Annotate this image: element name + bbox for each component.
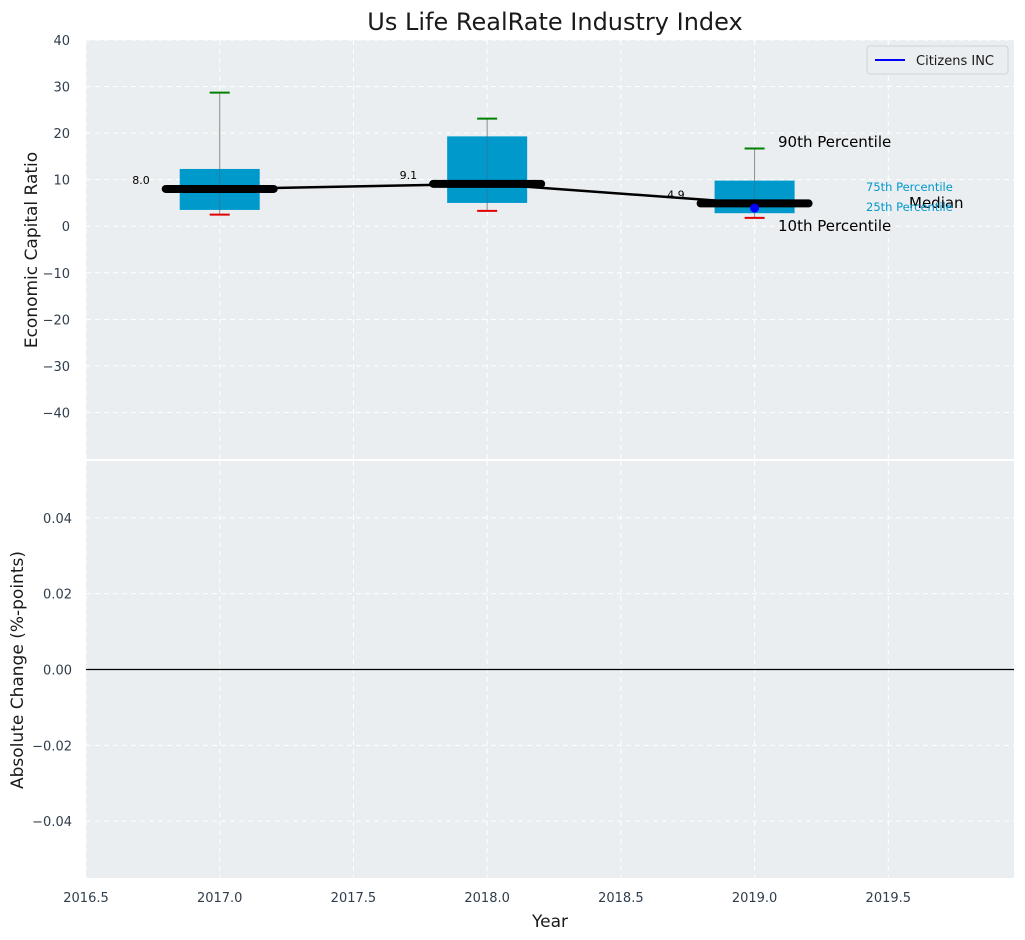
top-y-tick-label: 40 [53,34,70,49]
top-y-tick-label: −10 [43,267,70,282]
top-y-tick-label: −40 [43,406,70,421]
top-y-ticks: 40 30 20 10 0 −10 −20 −30 −40 [43,34,70,421]
percentile-annotations: 90th Percentile 75th Percentile Median 2… [778,133,964,235]
bottom-y-ticks: 0.04 0.02 0.00 −0.02 −0.04 [32,512,72,830]
bottom-panel: 0.04 0.02 0.00 −0.02 −0.04 Absolute Change (… [8,461,1014,878]
x-tick-label: 2017.5 [331,891,377,906]
company-point-2019 [750,203,760,213]
top-y-tick-label: −30 [43,360,70,375]
x-tick-label: 2017.0 [197,891,243,906]
bottom-y-tick-label: −0.04 [32,815,72,830]
x-tick-label: 2019.0 [732,891,778,906]
top-panel: 40 30 20 10 0 −10 −20 −30 −40 8.0 9.1 4.9 90th Per… [22,34,1014,459]
x-tick-label: 2018.0 [464,891,510,906]
bottom-y-tick-label: −0.02 [32,739,72,754]
annotation-median: Median [909,194,964,212]
median-label-2017: 8.0 [132,174,150,187]
annotation-10th-percentile: 10th Percentile [778,217,891,235]
legend-box [866,45,1009,75]
top-y-axis-label: Economic Capital Ratio [22,152,42,348]
x-axis-label: Year [531,912,568,932]
box-series: 8.0 9.1 4.9 [132,91,813,219]
bottom-y-tick-label: 0.04 [43,512,72,527]
legend-label-citizens-inc: Citizens INC [916,54,994,69]
top-panel-background [86,40,1014,459]
x-tick-label: 2016.5 [63,891,109,906]
legend: Citizens INC [866,45,1009,75]
chart-title: Us Life RealRate Industry Index [367,8,742,36]
annotation-90th-percentile: 90th Percentile [778,133,891,151]
top-y-tick-label: 30 [53,81,70,96]
median-label-2019: 4.9 [667,188,685,201]
x-tick-label: 2018.5 [598,891,644,906]
top-y-tick-label: −20 [43,313,70,328]
top-y-tick-label: 20 [53,127,70,142]
bottom-y-axis-label: Absolute Change (%-points) [8,551,28,789]
annotation-75th-percentile: 75th Percentile [866,180,953,194]
median-label-2018: 9.1 [400,169,418,182]
bottom-y-tick-label: 0.00 [43,664,72,679]
x-tick-label: 2019.5 [866,891,912,906]
annotation-25th-percentile: 25th Percentile [866,200,953,214]
x-ticks: 2016.5 2017.0 2017.5 2018.0 2018.5 2019.0 2019… [63,891,911,906]
bottom-y-tick-label: 0.02 [43,588,72,603]
top-y-tick-label: 0 [62,220,70,235]
top-y-tick-label: 10 [53,174,70,189]
